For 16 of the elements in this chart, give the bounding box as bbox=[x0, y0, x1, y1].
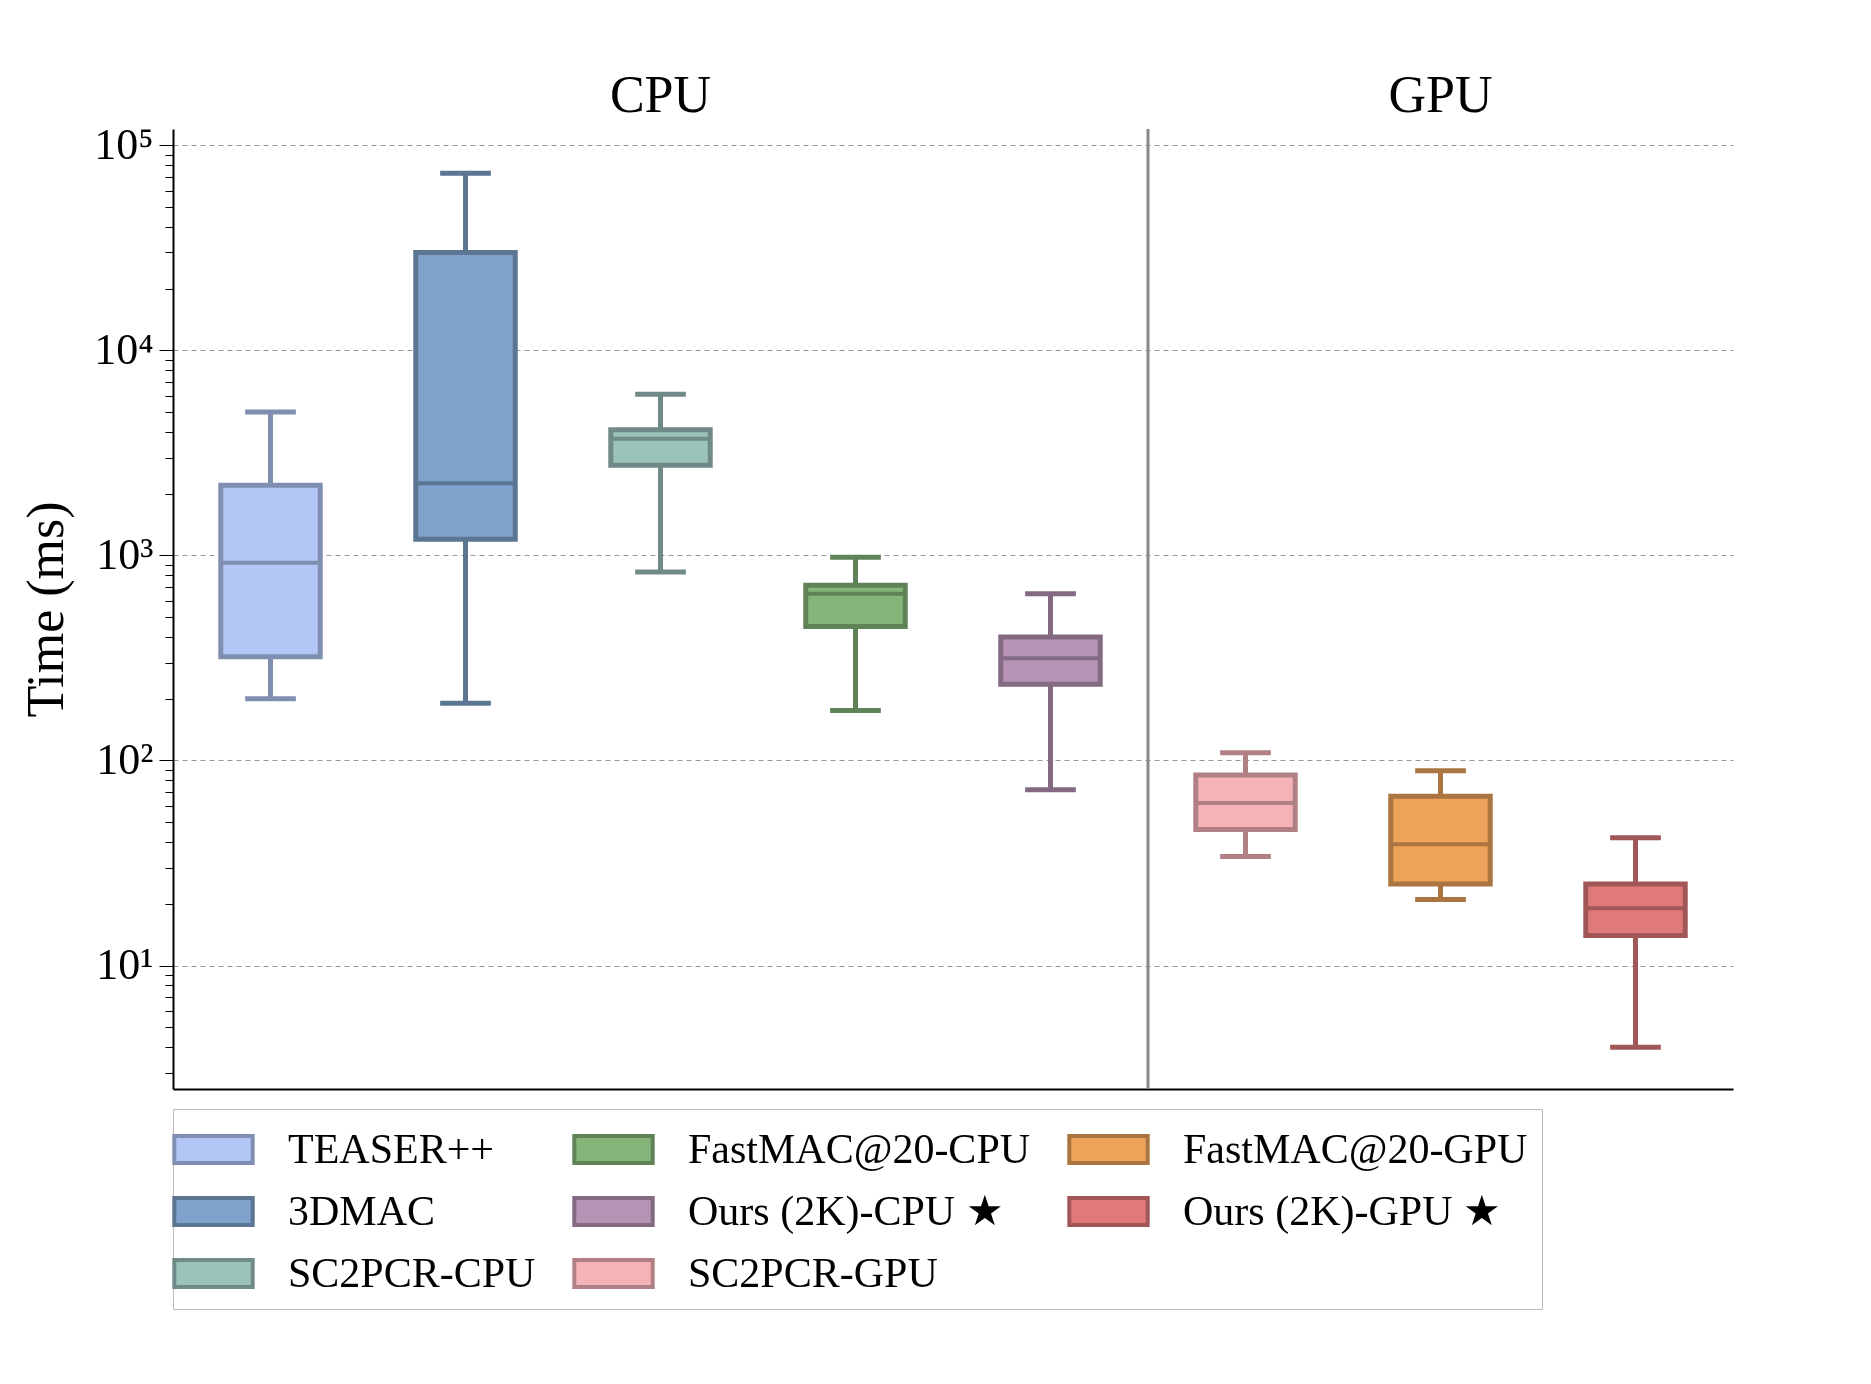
y-tick-label: 10⁵ bbox=[94, 119, 154, 169]
y-tick-label: 10⁴ bbox=[94, 324, 154, 374]
text: CPU bbox=[609, 66, 712, 123]
legend-label: FastMAC@20-GPU bbox=[1183, 1125, 1528, 1172]
legend-label: TEASER++ bbox=[288, 1125, 495, 1172]
y-tick-label: 10³ bbox=[96, 529, 154, 579]
text: GPU bbox=[1388, 66, 1493, 123]
legend-label: Ours (2K)-CPU ★ bbox=[688, 1187, 1004, 1235]
legend-label: 3DMAC bbox=[288, 1187, 436, 1234]
legend-label: FastMAC@20-CPU bbox=[688, 1125, 1031, 1172]
y-axis-title: Time (ms) bbox=[17, 501, 76, 718]
y-tick-label: 10¹ bbox=[96, 940, 154, 990]
y-tick-label: 10² bbox=[96, 734, 154, 784]
legend-label: SC2PCR-CPU bbox=[288, 1249, 536, 1296]
legend-label: Ours (2K)-GPU ★ bbox=[1183, 1187, 1501, 1235]
legend-label: SC2PCR-GPU bbox=[688, 1249, 938, 1296]
